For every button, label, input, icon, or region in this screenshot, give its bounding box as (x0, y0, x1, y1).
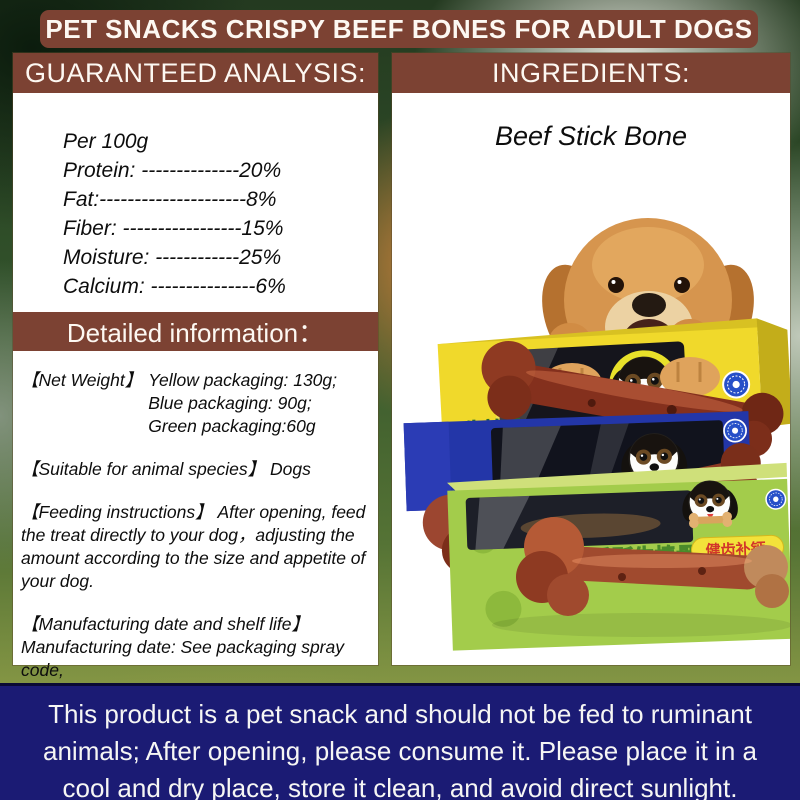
net-weight-line: Yellow packaging: 130g; (148, 370, 337, 390)
analysis-block: Per 100g Protein: --------------20% Fat:… (13, 93, 378, 312)
species-label: 【Suitable for animal species】 (21, 459, 266, 479)
net-weight-line: Blue packaging: 90g; (148, 393, 312, 413)
ingredients-header: INGREDIENTS: (392, 53, 790, 93)
details-block: 【Net Weight】 Yellow packaging: 130g; Blu… (13, 351, 378, 725)
net-weight-label: 【Net Weight】 (21, 370, 143, 390)
analysis-row-protein: Protein: --------------20% (63, 159, 282, 182)
title-text: PET SNACKS CRISPY BEEF BONES FOR ADULT D… (45, 13, 753, 44)
analysis-row-fiber: Fiber: -----------------15% (63, 217, 284, 240)
shelf-life-label: 【Manufacturing date and shelf life】 (21, 614, 309, 634)
feeding-label: 【Feeding instructions】 (21, 502, 213, 522)
ingredients-body: Beef Stick Bone (392, 93, 790, 665)
species-section: 【Suitable for animal species】 Dogs (21, 458, 366, 481)
title-banner: PET SNACKS CRISPY BEEF BONES FOR ADULT D… (40, 10, 758, 48)
warning-text: This product is a pet snack and should n… (43, 699, 757, 800)
analysis-row-moisture: Moisture: ------------25% (63, 246, 282, 269)
analysis-row-fat: Fat:---------------------8% (63, 188, 277, 211)
ingredients-panel: INGREDIENTS: Beef Stick Bone (391, 52, 791, 666)
bone-front (492, 517, 790, 637)
shelf-life-line: Manufacturing date: See packaging spray … (21, 637, 344, 680)
species-value: Dogs (270, 459, 311, 479)
analysis-row-calcium: Calcium: ---------------6% (63, 275, 286, 298)
feeding-text: After opening, feed the treat directly t… (21, 502, 366, 591)
feeding-section: 【Feeding instructions】 After opening, fe… (21, 501, 366, 593)
guaranteed-analysis-header: GUARANTEED ANALYSIS: (13, 53, 378, 93)
guaranteed-analysis-panel: GUARANTEED ANALYSIS: Per 100g Protein: -… (12, 52, 379, 703)
net-weight-section: 【Net Weight】 Yellow packaging: 130g; Blu… (21, 369, 366, 438)
net-weight-line: Green packaging:60g (148, 416, 316, 436)
analysis-heading: Per 100g (63, 130, 149, 153)
detailed-information-header: Detailed information： (13, 312, 378, 351)
ingredient-name: Beef Stick Bone (494, 121, 688, 151)
product-photo: 牛棒骨 (403, 218, 790, 651)
net-weight-values: Yellow packaging: 130g; Blue packaging: … (148, 369, 337, 438)
warning-banner: This product is a pet snack and should n… (0, 683, 800, 800)
